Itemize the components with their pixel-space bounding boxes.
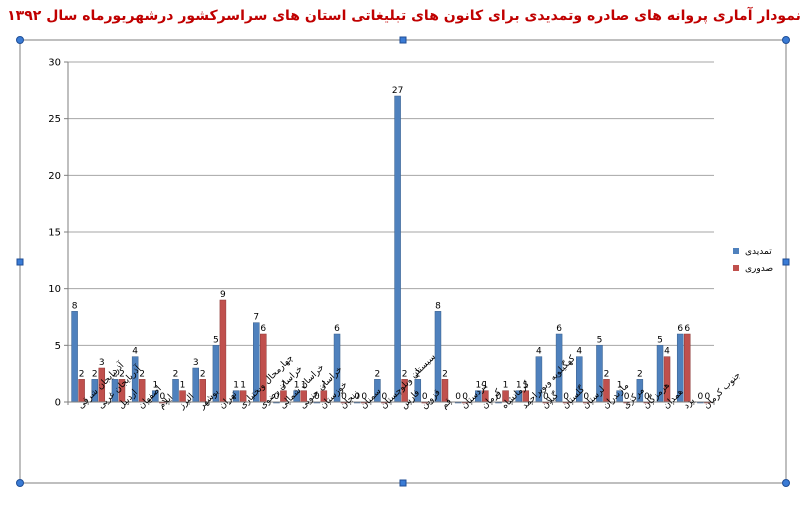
bar-series-2 — [683, 333, 691, 403]
data-label: 2 — [92, 369, 98, 379]
data-label: 5 — [657, 335, 663, 345]
y-tick-label: 0 — [55, 398, 61, 409]
data-label: 8 — [435, 301, 441, 311]
y-tick-label: 20 — [48, 171, 61, 182]
data-label: 0 — [341, 392, 347, 402]
legend-swatch-2 — [733, 265, 739, 271]
gridlines — [68, 61, 714, 346]
data-label: 1 — [617, 381, 623, 391]
data-label: 1 — [233, 381, 239, 391]
data-label: 2 — [200, 369, 206, 379]
chart-area-frame — [19, 39, 787, 484]
data-label: 27 — [392, 86, 403, 96]
data-label: 1 — [475, 381, 481, 391]
data-label: 1 — [294, 381, 300, 391]
data-label: 1 — [301, 381, 307, 391]
data-label: 7 — [253, 313, 259, 323]
data-label: 9 — [220, 290, 226, 300]
data-label: 2 — [637, 369, 643, 379]
data-label: 5 — [213, 335, 219, 345]
data-label: 1 — [321, 381, 327, 391]
data-label: 6 — [556, 324, 562, 334]
data-label: 2 — [112, 369, 118, 379]
data-label: 2 — [173, 369, 179, 379]
y-tick-label: 5 — [55, 341, 61, 352]
y-tick-label: 30 — [48, 58, 61, 69]
legend: تمدیدی صدوری — [733, 247, 773, 274]
data-label: 0 — [462, 392, 468, 402]
data-label: 1 — [180, 381, 186, 391]
data-label: 1 — [482, 381, 488, 391]
bars — [71, 95, 711, 404]
data-label: 0 — [698, 392, 704, 402]
data-label: 0 — [159, 392, 165, 402]
data-label: 0 — [314, 392, 320, 402]
handle-bottom-left[interactable] — [16, 479, 24, 487]
handle-middle-right[interactable] — [782, 258, 790, 266]
data-label: 4 — [664, 347, 670, 357]
bar-series-1 — [71, 311, 78, 403]
data-label: 6 — [684, 324, 690, 334]
handle-bottom-right[interactable] — [782, 479, 790, 487]
data-label: 1 — [240, 381, 246, 391]
data-label: 8 — [72, 301, 78, 311]
data-label: 0 — [382, 392, 388, 402]
handle-top-left[interactable] — [16, 36, 24, 44]
data-label: 2 — [79, 369, 85, 379]
data-label: 6 — [677, 324, 683, 334]
data-label: 0 — [563, 392, 569, 402]
data-label: 0 — [543, 392, 549, 402]
data-label: 6 — [334, 324, 340, 334]
data-label: 0 — [583, 392, 589, 402]
data-label: 6 — [260, 324, 266, 334]
data-label: 2 — [415, 369, 421, 379]
data-label: 0 — [422, 392, 428, 402]
handle-top-right[interactable] — [782, 36, 790, 44]
data-label: 4 — [132, 347, 138, 357]
data-label: 0 — [361, 392, 367, 402]
data-label: 1 — [516, 381, 522, 391]
y-tick-label: 25 — [48, 114, 61, 125]
data-label: 3 — [99, 358, 105, 368]
handle-top-middle[interactable] — [399, 36, 407, 44]
data-label: 2 — [604, 369, 610, 379]
bar-series-1 — [394, 95, 401, 403]
data-label: 4 — [576, 347, 582, 357]
data-label: 0 — [644, 392, 650, 402]
data-label: 1 — [523, 381, 529, 391]
chart-title: نمودار آماری پروانه های صادره وتمدیدی بر… — [7, 8, 801, 24]
data-label: 5 — [597, 335, 603, 345]
legend-label-1: تمدیدی — [745, 247, 772, 257]
data-label: 0 — [624, 392, 630, 402]
data-label: 2 — [402, 369, 408, 379]
legend-label-2: صدوری — [745, 264, 773, 274]
x-tick-label: جنوب کرمان — [702, 370, 743, 411]
data-label: 4 — [536, 347, 542, 357]
data-label: 0 — [705, 392, 711, 402]
data-label: 0 — [354, 392, 360, 402]
handle-bottom-middle[interactable] — [399, 479, 407, 487]
data-label: 3 — [193, 358, 199, 368]
data-label: 2 — [119, 369, 125, 379]
data-label: 2 — [442, 369, 448, 379]
y-tick-label: 15 — [48, 228, 61, 239]
data-label: 0 — [496, 392, 502, 402]
data-label: 2 — [375, 369, 381, 379]
data-label: 1 — [152, 381, 158, 391]
data-label: 2 — [139, 369, 145, 379]
legend-swatch-1 — [733, 248, 739, 254]
handle-middle-left[interactable] — [16, 258, 24, 266]
bar-series-2 — [219, 299, 227, 403]
data-label: 0 — [455, 392, 461, 402]
data-label: 0 — [274, 392, 280, 402]
data-label: 1 — [281, 381, 287, 391]
selection-handles — [16, 36, 790, 487]
y-axis: 0 5 10 15 20 25 30 — [48, 58, 69, 409]
y-tick-label: 10 — [48, 284, 61, 295]
data-label: 1 — [503, 381, 509, 391]
